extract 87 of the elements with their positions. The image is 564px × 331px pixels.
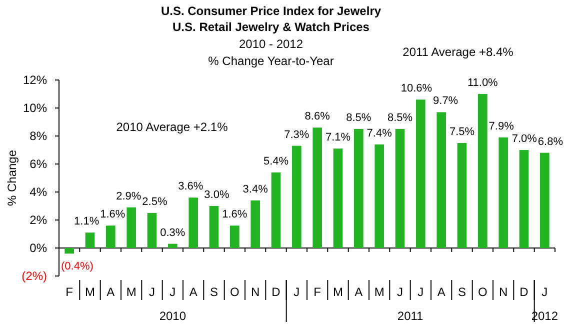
data-label: 3.0% (204, 189, 230, 201)
annotation: 2010 Average +2.1% (116, 120, 228, 134)
x-tick-label: J (294, 285, 300, 299)
data-label: 1.1% (74, 216, 100, 228)
bar (271, 172, 281, 248)
x-tick-label: A (354, 285, 363, 299)
data-label: 1.6% (100, 208, 126, 221)
bar (230, 226, 240, 248)
data-label: 10.6% (400, 82, 432, 95)
x-tick-label: O (478, 285, 488, 299)
y-tick-label: (2%) (22, 269, 47, 283)
data-label: 11.0% (467, 77, 498, 89)
data-label: 8.5% (346, 112, 372, 124)
chart-subtitle: 2010 - 2012 % Change Year-to-Year (208, 37, 334, 68)
x-tick-label: O (230, 285, 240, 299)
x-tick-label: D (520, 285, 529, 299)
x-tick-label: J (542, 285, 548, 299)
bar (106, 226, 116, 248)
y-tick-label: 12% (22, 73, 48, 87)
bar (85, 232, 95, 248)
x-tick-label: A (189, 285, 198, 299)
bar (209, 206, 219, 248)
x-tick-label: M (85, 285, 95, 299)
bar (436, 112, 446, 248)
y-tick-label: 2% (30, 213, 48, 227)
data-label: 6.8% (538, 136, 564, 148)
x-tick-label: M (126, 285, 136, 299)
x-tick-label: J (149, 285, 155, 299)
x-tick-label: F (314, 285, 322, 299)
x-tick-label: N (250, 285, 260, 299)
bar (478, 94, 488, 248)
data-label: 8.6% (304, 110, 330, 123)
x-tick-label: M (374, 285, 384, 299)
data-label: 3.4% (242, 183, 268, 196)
bar (64, 248, 74, 254)
data-label: 7.4% (366, 127, 392, 140)
chart-title: U.S. Consumer Price Index for Jewelry U.S. Retail Jewelry & Watch Prices (160, 4, 382, 34)
data-label: 5.4% (263, 155, 289, 168)
data-label: (0.4%) (60, 260, 94, 273)
bar (374, 144, 384, 248)
x-tick-label: N (498, 285, 508, 299)
y-tick-label: 8% (30, 129, 48, 143)
bar (126, 207, 136, 248)
x-tick-label: A (106, 285, 115, 299)
bar (292, 146, 302, 248)
bar (416, 100, 426, 248)
data-label: 1.6% (222, 208, 248, 221)
data-label: 7.1% (325, 132, 351, 144)
data-label: 2.9% (116, 190, 142, 202)
x-tick-label: A (437, 285, 446, 299)
x-tick-label: S (458, 285, 466, 299)
bar (395, 129, 405, 248)
bar (354, 129, 364, 248)
x-tick-label: F (66, 285, 74, 299)
x-tick-label: J (170, 285, 176, 299)
data-label: 2.5% (142, 196, 168, 208)
text: 2010 (159, 309, 186, 323)
x-tick-label: J (397, 285, 403, 299)
bar (457, 143, 467, 248)
data-label: 7.0% (512, 133, 538, 145)
data-label: 7.3% (284, 128, 310, 141)
data-label: 8.5% (387, 112, 413, 124)
y-tick-label: 4% (30, 185, 48, 199)
bar (147, 213, 157, 248)
bar (498, 137, 508, 248)
y-tick-label: 10% (22, 101, 48, 115)
data-label: 7.9% (488, 120, 514, 132)
x-tick-label: J (418, 285, 424, 299)
text: 2011 (397, 309, 424, 323)
x-tick-label: S (210, 285, 218, 299)
data-label: 3.6% (178, 180, 204, 193)
bar (519, 150, 529, 248)
x-tick-label: M (333, 285, 343, 299)
bar (333, 148, 343, 248)
text: 2011 Average +8.4% (402, 45, 514, 59)
y-tick-label: 0% (30, 241, 48, 255)
bar (168, 244, 178, 248)
data-label: 9.7% (433, 95, 458, 108)
bar (250, 200, 260, 248)
y-axis-title: % Change (5, 150, 19, 206)
y-tick-label: 6% (30, 157, 48, 171)
data-label: 7.5% (449, 126, 475, 138)
bar (188, 198, 198, 248)
x-tick-label: D (272, 285, 281, 299)
bar (312, 128, 322, 248)
bar (540, 152, 550, 248)
data-label: 0.3% (160, 226, 186, 239)
